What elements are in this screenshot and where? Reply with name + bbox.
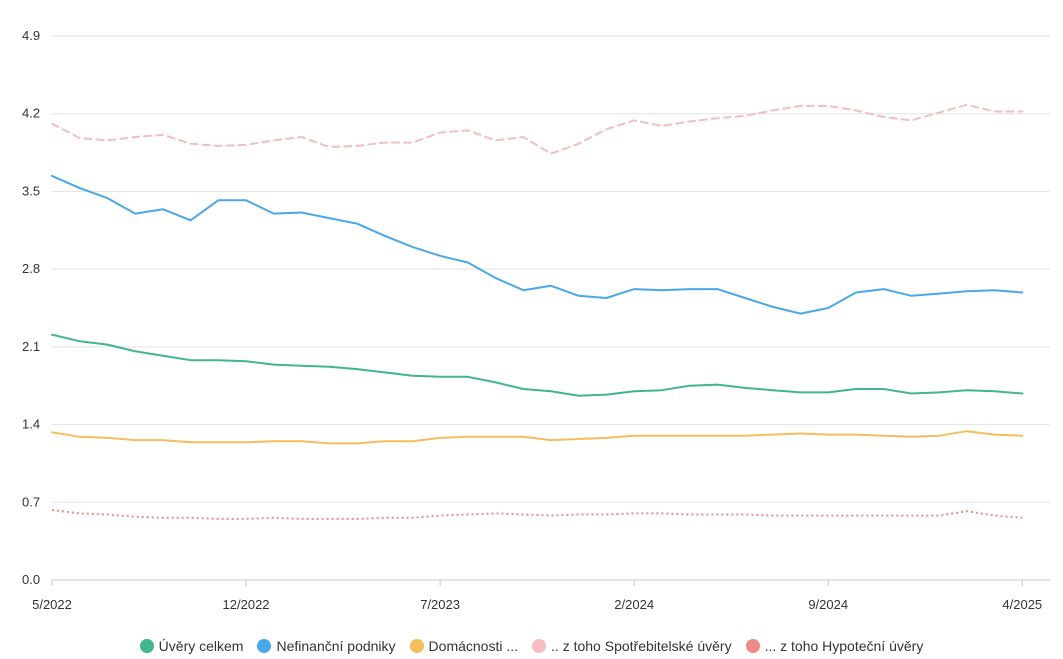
legend-marker [409, 639, 424, 653]
series-line-4 [51, 103, 1024, 155]
x-tick-label: 9/2024 [808, 597, 848, 612]
legend: Úvěry celkem Nefinanční podniky Domácnosti… [0, 636, 1063, 656]
x-axis: 5/2022 12/2022 7/2023 2/2024 9/2024 4/2025 [32, 579, 1050, 612]
y-tick-label: 4.2 [22, 106, 40, 121]
series-line-3 [51, 430, 1024, 445]
legend-marker [139, 639, 154, 653]
y-tick-label: 4.9 [22, 28, 40, 43]
y-tick-label: 0.0 [22, 572, 40, 587]
line-chart-svg: 0.0 0.7 1.4 2.1 2.8 3.5 4.2 4.9 5/2022 12/2022 7/… [22, 28, 1050, 612]
legend-item-1[interactable]: Úvěry celkem [139, 638, 244, 654]
legend-label: .. z toho Spotřebitelské úvěry [551, 638, 732, 654]
legend-item-5[interactable]: ... z toho Hypoteční úvěry [745, 638, 924, 654]
x-tick-label: 7/2023 [420, 597, 460, 612]
legend-label: Nefinanční podniky [276, 638, 396, 654]
series-line-2 [51, 174, 1024, 315]
legend-label: Úvěry celkem [158, 638, 244, 654]
y-tick-label: 0.7 [22, 494, 40, 509]
series-line-5 [51, 509, 1023, 520]
series-line-1 [51, 333, 1024, 397]
x-tick-label: 2/2024 [614, 597, 654, 612]
x-tick-label: 4/2025 [1002, 597, 1042, 612]
y-tick-label: 2.8 [22, 261, 40, 276]
legend-marker [745, 639, 760, 653]
legend-item-2[interactable]: Nefinanční podniky [257, 638, 396, 654]
gridlines [52, 35, 1050, 503]
x-tick-label: 12/2022 [223, 597, 270, 612]
y-tick-label: 2.1 [22, 339, 40, 354]
legend-marker [532, 639, 547, 653]
legend-item-4[interactable]: .. z toho Spotřebitelské úvěry [532, 638, 732, 654]
legend-label: Domácnosti ... [428, 638, 519, 654]
y-tick-label: 1.4 [22, 417, 40, 432]
y-axis: 0.0 0.7 1.4 2.1 2.8 3.5 4.2 4.9 [22, 28, 40, 587]
y-tick-label: 3.5 [22, 183, 40, 198]
legend-marker [257, 639, 272, 653]
legend-label: ... z toho Hypoteční úvěry [764, 638, 924, 654]
series-lines [51, 103, 1024, 520]
legend-item-3[interactable]: Domácnosti ... [409, 638, 519, 654]
x-tick-label: 5/2022 [32, 597, 72, 612]
